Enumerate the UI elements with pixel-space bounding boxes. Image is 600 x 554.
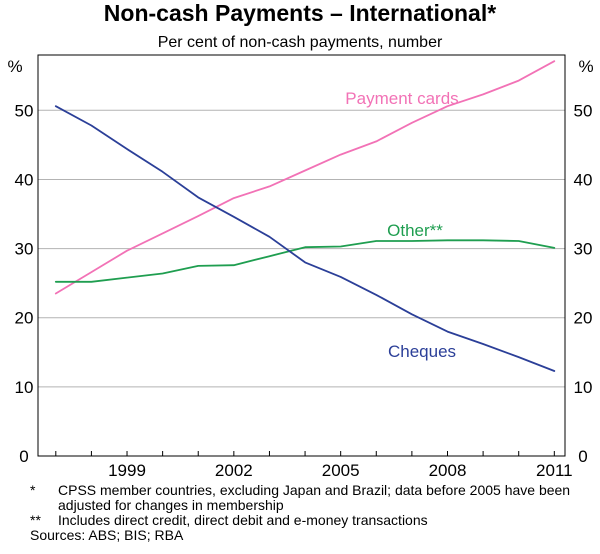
series-line-payment-cards bbox=[54, 60, 556, 295]
footnote-text: Includes direct credit, direct debit and… bbox=[58, 512, 428, 528]
series-label-payment-cards: Payment cards bbox=[345, 89, 458, 108]
y-tick-label-left: 0 bbox=[19, 447, 28, 466]
chart-title: Non-cash Payments – International* bbox=[104, 0, 496, 26]
y-tick-label-left: 40 bbox=[15, 170, 34, 189]
footnote-2: ** Includes direct credit, direct debit … bbox=[30, 513, 590, 528]
axes bbox=[37, 54, 566, 457]
y-tick-label-right: 40 bbox=[574, 170, 593, 189]
y-tick-label-right: 20 bbox=[574, 309, 593, 328]
y-unit-left: % bbox=[7, 57, 22, 76]
y-tick-label-left: 20 bbox=[15, 309, 34, 328]
footnote-1: * CPSS member countries, excluding Japan… bbox=[30, 483, 590, 513]
x-tick-label: 2008 bbox=[429, 461, 467, 480]
plot-frame bbox=[37, 54, 566, 457]
x-tick-labels: 1999 2002 2005 2008 2011 bbox=[108, 461, 572, 480]
footnote-text: CPSS member countries, excluding Japan a… bbox=[58, 482, 571, 513]
y-tick-label-right: 0 bbox=[578, 447, 587, 466]
x-tick-label: 1999 bbox=[108, 461, 146, 480]
footnote-mark: ** bbox=[30, 512, 41, 528]
series-layer bbox=[54, 60, 556, 372]
y-tick-label-left: 30 bbox=[15, 240, 34, 259]
y-tick-label-right: 50 bbox=[574, 101, 593, 120]
footnotes: * CPSS member countries, excluding Japan… bbox=[30, 483, 590, 543]
chart-subtitle: Per cent of non-cash payments, number bbox=[158, 34, 443, 51]
x-tick-label: 2011 bbox=[536, 461, 573, 480]
y-tick-label-left: 50 bbox=[15, 101, 34, 120]
series-line-cheques bbox=[54, 105, 556, 372]
y-tick-labels: 0 0 10 10 20 20 30 30 40 40 50 50 bbox=[15, 101, 593, 466]
series-label-cheques: Cheques bbox=[388, 342, 456, 361]
y-tick-label-right: 10 bbox=[574, 378, 593, 397]
y-unit-right: % bbox=[578, 57, 593, 76]
x-tick-label: 2002 bbox=[215, 461, 253, 480]
series-label-other: Other** bbox=[387, 221, 443, 240]
y-tick-label-left: 10 bbox=[15, 378, 34, 397]
y-tick-label-right: 30 bbox=[574, 240, 593, 259]
chart: Non-cash Payments – International* Per c… bbox=[7, 0, 593, 480]
footnote-mark: * bbox=[30, 482, 36, 498]
series-line-other bbox=[54, 239, 556, 283]
sources: Sources: ABS; BIS; RBA bbox=[30, 527, 184, 543]
x-tick-label: 2005 bbox=[322, 461, 360, 480]
series-labels: Payment cards Other** Cheques bbox=[345, 89, 458, 361]
